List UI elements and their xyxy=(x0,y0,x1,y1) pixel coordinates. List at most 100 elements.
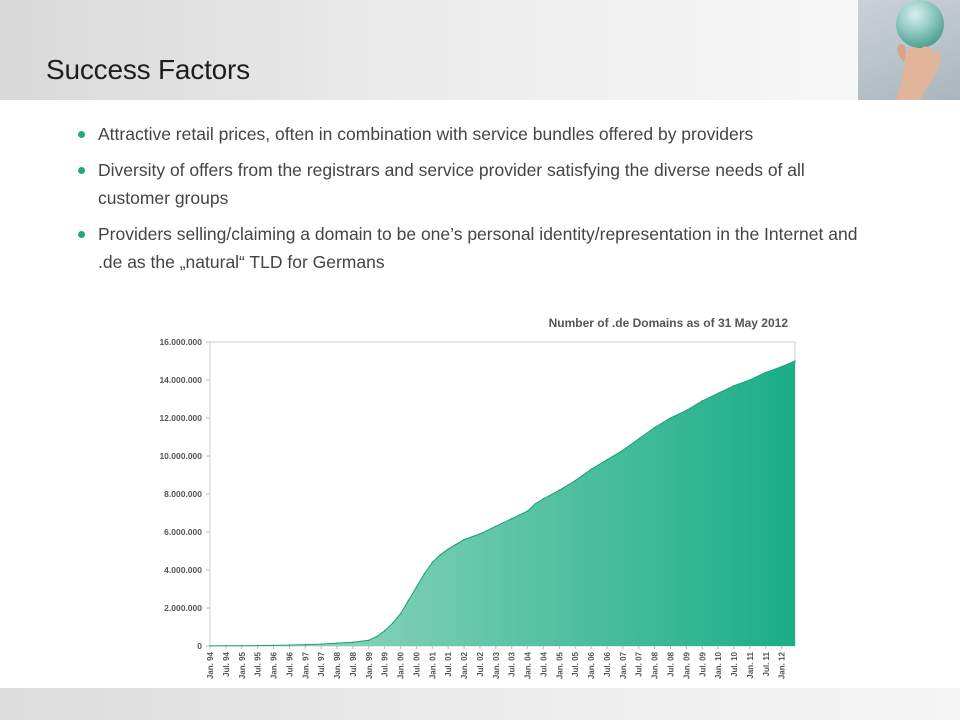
bullet-text: Diversity of offers from the registrars … xyxy=(98,160,805,208)
x-tick-label: Jan. 97 xyxy=(301,651,310,679)
data-point xyxy=(479,533,481,535)
x-tick-label: Jul. 96 xyxy=(285,651,294,676)
data-point xyxy=(606,459,608,461)
y-tick-label: 4.000.000 xyxy=(164,565,202,575)
data-point xyxy=(399,612,402,615)
data-point xyxy=(375,635,378,638)
data-point xyxy=(780,365,783,368)
data-point xyxy=(534,502,537,505)
data-point xyxy=(431,561,434,564)
data-point xyxy=(685,409,688,412)
data-point xyxy=(764,371,767,374)
y-tick-label: 0 xyxy=(197,641,202,651)
x-tick-label: Jul. 06 xyxy=(603,651,612,676)
data-point xyxy=(794,360,796,362)
x-tick-label: Jul. 01 xyxy=(444,651,453,676)
bullet-item: Diversity of offers from the registrars … xyxy=(78,156,858,212)
domain-growth-chart: Number of .de Domains as of 31 May 2012 0… xyxy=(150,310,810,690)
domains-area xyxy=(210,361,795,646)
x-tick-label: Jan. 10 xyxy=(714,651,723,679)
bullet-text: Providers selling/claiming a domain to b… xyxy=(98,224,858,272)
data-point xyxy=(423,573,426,575)
data-point xyxy=(717,392,719,395)
x-tick-label: Jan. 01 xyxy=(428,651,437,679)
data-point xyxy=(272,644,275,647)
x-tick-label: Jul. 04 xyxy=(539,651,548,676)
x-tick-label: Jul. 00 xyxy=(412,651,421,676)
x-tick-label: Jan. 05 xyxy=(555,651,564,679)
x-tick-label: Jan. 03 xyxy=(492,651,501,679)
x-tick-label: Jul. 95 xyxy=(254,651,263,676)
bullet-item: Attractive retail prices, often in combi… xyxy=(78,120,858,148)
page-title: Success Factors xyxy=(46,54,250,85)
data-point xyxy=(495,525,497,528)
x-tick-label: Jul. 97 xyxy=(317,651,326,676)
data-point xyxy=(622,449,624,452)
data-point xyxy=(510,517,513,520)
x-tick-label: Jul. 08 xyxy=(667,651,676,676)
data-point xyxy=(669,417,672,419)
x-tick-label: Jul. 09 xyxy=(698,651,707,676)
data-point xyxy=(407,599,410,602)
x-tick-label: Jul. 10 xyxy=(730,651,739,676)
x-tick-label: Jan. 12 xyxy=(778,651,787,679)
x-tick-label: Jan. 95 xyxy=(238,651,247,679)
data-point xyxy=(558,489,561,491)
x-tick-label: Jul. 11 xyxy=(762,651,771,676)
x-tick-label: Jan. 02 xyxy=(460,651,469,679)
x-tick-label: Jul. 98 xyxy=(349,651,358,676)
data-point xyxy=(463,538,465,541)
header-band xyxy=(0,0,858,100)
x-tick-label: Jul. 03 xyxy=(508,651,517,676)
bullet-list: Attractive retail prices, often in combi… xyxy=(78,120,858,284)
x-tick-label: Jan. 06 xyxy=(587,651,596,679)
data-point xyxy=(288,644,291,646)
data-point xyxy=(455,543,457,546)
x-tick-label: Jan. 94 xyxy=(206,651,215,679)
bullet-item: Providers selling/claiming a domain to b… xyxy=(78,220,858,276)
data-point xyxy=(637,438,640,440)
data-point xyxy=(653,426,656,429)
hand-holding-sphere-image xyxy=(858,0,960,100)
chart-svg: Number of .de Domains as of 31 May 2012 0… xyxy=(159,316,796,679)
x-tick-label: Jan. 07 xyxy=(619,651,628,679)
x-tick-label: Jan. 04 xyxy=(524,651,533,679)
y-tick-label: 16.000.000 xyxy=(159,337,202,347)
y-tick-label: 12.000.000 xyxy=(159,413,202,423)
x-tick-label: Jul. 02 xyxy=(476,651,485,676)
data-point xyxy=(336,642,338,644)
data-point xyxy=(701,400,704,402)
data-point xyxy=(733,384,735,387)
x-tick-label: Jan. 00 xyxy=(397,651,406,679)
bullet-text: Attractive retail prices, often in combi… xyxy=(98,124,754,144)
data-point xyxy=(447,548,449,550)
y-tick-label: 2.000.000 xyxy=(164,603,202,613)
x-tick-label: Jul. 07 xyxy=(635,651,644,676)
data-point xyxy=(590,468,592,471)
data-point xyxy=(391,622,394,624)
bullet-dot-icon xyxy=(78,131,85,138)
data-point xyxy=(352,641,354,643)
data-point xyxy=(439,554,442,556)
y-tick-label: 8.000.000 xyxy=(164,489,202,499)
x-tick-label: Jul. 94 xyxy=(222,651,231,676)
x-tick-label: Jan. 11 xyxy=(746,651,755,678)
x-tick-label: Jan. 09 xyxy=(682,651,691,679)
data-point xyxy=(749,379,751,381)
x-tick-label: Jan. 98 xyxy=(333,651,342,679)
data-point xyxy=(415,586,418,588)
data-point xyxy=(383,630,386,632)
y-tick-label: 6.000.000 xyxy=(164,527,202,537)
data-point xyxy=(367,639,370,642)
hand-sphere-icon xyxy=(896,0,944,100)
x-tick-label: Jul. 99 xyxy=(381,651,390,676)
bullet-dot-icon xyxy=(78,167,85,174)
x-tick-label: Jan. 08 xyxy=(651,651,660,679)
data-point xyxy=(526,510,529,512)
data-point xyxy=(542,497,545,500)
y-tick-label: 14.000.000 xyxy=(159,375,202,385)
data-point xyxy=(574,479,577,482)
chart-title: Number of .de Domains as of 31 May 2012 xyxy=(549,316,789,330)
footer-band xyxy=(0,688,960,720)
bullet-dot-icon xyxy=(78,231,85,238)
